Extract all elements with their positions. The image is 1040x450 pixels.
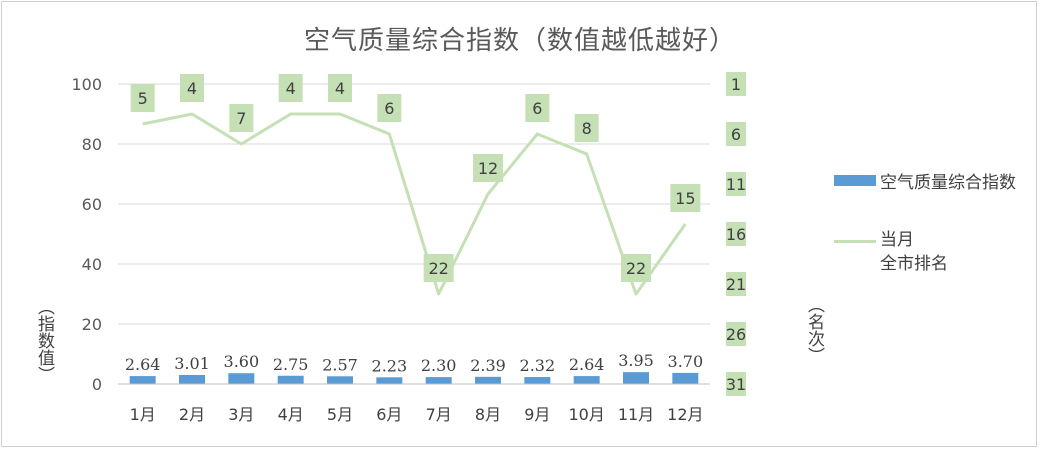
rank-label-box [473, 154, 503, 182]
y-right-tick-label: 26 [726, 325, 746, 344]
rank-label-box [229, 104, 254, 132]
rank-line [142, 112, 687, 296]
rank-data-label: 22 [428, 259, 448, 278]
y-right-tick-box [726, 222, 746, 246]
legend-label-index: 空气质量综合指数 [880, 173, 1016, 193]
y-right-tick-label: 31 [726, 375, 746, 394]
rank-label-box [423, 254, 454, 282]
bar-data-label: 2.75 [273, 355, 309, 374]
rank-data-label: 4 [335, 79, 345, 98]
x-tick-label: 8月 [475, 405, 501, 424]
y-right-tick-label: 16 [726, 225, 746, 244]
rank-data-label: 22 [626, 259, 646, 278]
rank-data-label: 12 [478, 159, 498, 178]
bar-data-label: 2.30 [421, 356, 457, 375]
rank-label-box [574, 114, 599, 142]
x-tick-label: 12月 [667, 405, 703, 424]
bar [573, 376, 600, 384]
y-right-tick-box [726, 322, 746, 346]
x-tick-label: 9月 [524, 405, 550, 424]
y-right-tick-box [726, 72, 746, 96]
bar-data-label: 3.01 [174, 354, 210, 373]
bar [623, 372, 649, 384]
rank-label-box [525, 94, 550, 122]
x-tick-label: 7月 [426, 405, 452, 424]
bar-data-label: 2.32 [520, 356, 556, 375]
y-right-tick-box [726, 172, 746, 196]
bar [376, 377, 403, 384]
chart-title: 空气质量综合指数（数值越低越好） [303, 26, 736, 56]
y-left-tick-label: 0 [92, 375, 102, 394]
rank-label-box [180, 74, 204, 102]
legend: 空气质量综合指数 当月 全市排名 [834, 168, 1016, 276]
x-tick-label: 1月 [130, 405, 156, 424]
x-tick-label: 2月 [179, 405, 205, 424]
x-tick-label: 3月 [228, 405, 254, 424]
bar-data-label: 3.95 [618, 351, 654, 370]
rank-data-label: 6 [532, 99, 542, 118]
bar-data-label: 2.23 [372, 356, 408, 375]
y-left-tick-label: 20 [82, 315, 102, 334]
y-left-tick-label: 60 [82, 195, 102, 214]
y-right-tick-label: 21 [726, 275, 746, 294]
rank-data-label: 7 [236, 109, 246, 128]
rank-label-box [670, 184, 701, 212]
bar-data-label: 2.57 [322, 355, 358, 374]
y-left-tick-label: 40 [82, 255, 102, 274]
x-tick-label: 6月 [376, 405, 402, 424]
bar [425, 377, 452, 384]
rank-label-box [621, 254, 651, 282]
y-right-tick-box [726, 122, 746, 146]
y-right-tick-label: 1 [731, 75, 741, 94]
y-axis-left-label: （指数值） [34, 298, 54, 383]
bar [129, 376, 156, 384]
y-left-tick-label: 100 [71, 75, 102, 94]
bar [179, 374, 205, 384]
x-tick-label: 11月 [618, 405, 654, 424]
bar-data-label: 3.70 [668, 352, 704, 371]
bar [228, 373, 255, 384]
rank-data-label: 4 [187, 79, 197, 98]
bar [277, 375, 304, 384]
legend-label-rank-line2: 全市排名 [880, 254, 948, 274]
rank-label-box [278, 74, 303, 102]
legend-swatch-bar [834, 175, 876, 186]
rank-data-label: 15 [675, 189, 695, 208]
y-right-tick-label: 6 [731, 125, 741, 144]
legend-label-rank: 当月 全市排名 [880, 228, 948, 276]
legend-label-rank-line1: 当月 [880, 230, 914, 250]
bar-data-label: 2.39 [470, 356, 506, 375]
rank-label-box [328, 74, 352, 102]
legend-item-rank: 当月 全市排名 [834, 229, 1016, 276]
bar [475, 376, 501, 384]
bar [672, 372, 699, 384]
bar-data-label: 2.64 [569, 355, 605, 374]
bar-data-label: 2.64 [125, 355, 161, 374]
x-tick-label: 10月 [568, 405, 604, 424]
rank-label-box [377, 94, 402, 122]
y-right-tick-box [726, 272, 746, 296]
y-right-tick-box [726, 372, 746, 396]
rank-data-label: 4 [286, 79, 296, 98]
bar [524, 377, 551, 384]
y-right-tick-label: 11 [726, 175, 746, 194]
rank-data-label: 5 [138, 89, 148, 108]
rank-label-box [130, 84, 155, 112]
bar-data-label: 3.60 [224, 352, 260, 371]
x-tick-label: 4月 [278, 405, 304, 424]
x-tick-label: 5月 [327, 405, 353, 424]
rank-data-label: 8 [582, 119, 592, 138]
y-axis-right-label: （名次） [804, 296, 824, 364]
legend-swatch-line [834, 240, 876, 243]
legend-item-index: 空气质量综合指数 [834, 168, 1016, 193]
rank-data-label: 6 [384, 99, 394, 118]
y-left-tick-label: 80 [82, 135, 102, 154]
bar [327, 376, 353, 384]
